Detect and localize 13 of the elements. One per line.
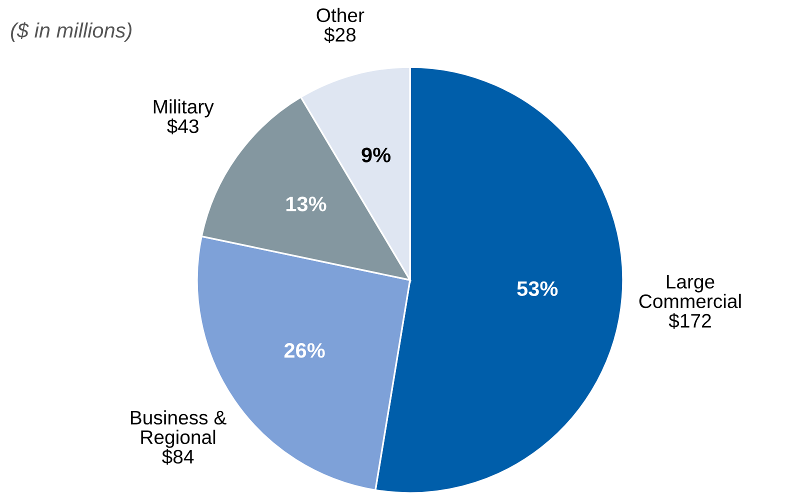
- slice-label: Other: [316, 8, 364, 22]
- text: ($ in millions): [10, 22, 132, 42]
- slice-label: Business & Regional: [130, 410, 226, 448]
- text: 26%: [284, 343, 325, 358]
- text: 13%: [286, 196, 326, 212]
- text: 9%: [362, 148, 391, 162]
- text: 53%: [517, 281, 558, 296]
- slice-label: Military: [154, 99, 214, 118]
- slice-label: Large Commercial: [639, 275, 741, 308]
- data-label: $28: [324, 27, 356, 43]
- data-label: $172: [668, 313, 711, 329]
- data-label: $43: [167, 118, 198, 134]
- data-label: $84: [162, 449, 194, 465]
